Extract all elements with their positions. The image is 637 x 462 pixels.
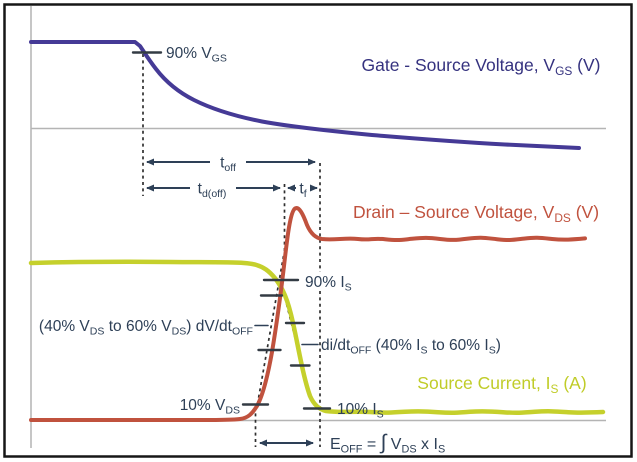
label-didt-off: di/dtOFF (40% IS to 60% IS) (321, 337, 501, 357)
label-toff: toff (220, 155, 236, 175)
label-90pct-is: 90% IS (305, 274, 352, 294)
label-10pct-is: 10% IS (337, 401, 384, 421)
source-current-waveform (28, 259, 606, 416)
label-10pct-vds: 10% VDS (180, 397, 240, 417)
label-tf: tf (299, 181, 306, 201)
gate-voltage-waveform (29, 40, 581, 150)
label-dvdt-off: (40% VDS to 60% VDS) dV/dtOFF (39, 318, 254, 338)
label-eoff-formula: EOFF = ∫ VDS x IS (330, 431, 445, 456)
drain-voltage-title: Drain – Source Voltage, VDS (V) (353, 202, 599, 225)
label-backing (300, 272, 360, 291)
label-tdoff: td(off) (198, 181, 227, 201)
source-current-title: Source Current, IS (A) (417, 373, 586, 396)
label-90pct-vgs: 90% VGS (166, 45, 227, 65)
figure-border (3, 3, 633, 458)
drain-voltage-waveform (29, 206, 587, 423)
gate-voltage-title: Gate - Source Voltage, VGS (V) (362, 55, 601, 78)
